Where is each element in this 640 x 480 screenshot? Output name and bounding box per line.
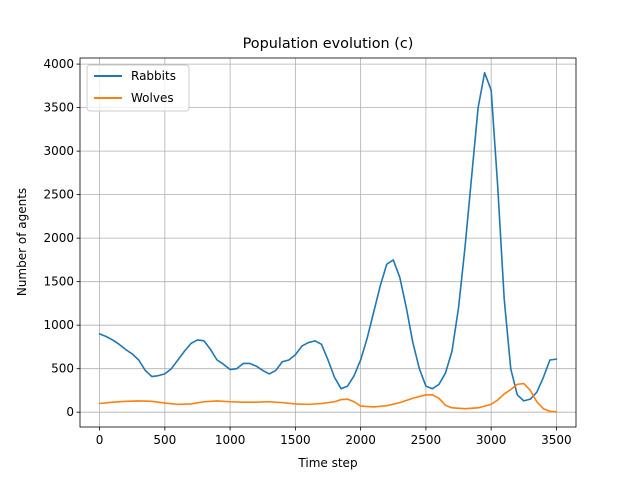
x-tick-label: 3000	[476, 433, 507, 447]
x-axis-ticks: 0 500 1000 1500 2000 2500 3000 3500	[96, 427, 572, 447]
legend-label-wolves: Wolves	[131, 91, 174, 105]
y-axis-label: Number of agents	[15, 188, 29, 296]
y-tick-label: 4000	[43, 57, 74, 71]
y-tick-label: 0	[66, 405, 74, 419]
plot-frame	[79, 57, 577, 428]
y-tick-label: 1500	[43, 275, 74, 289]
x-tick-label: 500	[153, 433, 176, 447]
x-tick-label: 0	[96, 433, 104, 447]
legend-label-rabbits: Rabbits	[131, 69, 176, 83]
x-tick-label: 3500	[541, 433, 572, 447]
y-axis-ticks: 0 500 1000 1500 2000 2500 3000 3500 4000	[43, 57, 80, 419]
series-lines	[98, 71, 558, 413]
x-tick-label: 1500	[280, 433, 311, 447]
x-tick-label: 1000	[215, 433, 246, 447]
y-tick-label: 1000	[43, 318, 74, 332]
series-line-rabbits	[98, 71, 558, 402]
grid	[80, 58, 576, 427]
y-tick-label: 2000	[43, 231, 74, 245]
x-tick-label: 2000	[345, 433, 376, 447]
x-axis-label: Time step	[297, 456, 357, 470]
series-line-wolves	[98, 382, 558, 413]
y-tick-label: 3000	[43, 144, 74, 158]
x-tick-label: 2500	[411, 433, 442, 447]
legend: Rabbits Wolves	[86, 64, 190, 112]
y-tick-label: 500	[51, 362, 74, 376]
y-tick-label: 2500	[43, 188, 74, 202]
y-tick-label: 3500	[43, 101, 74, 115]
chart-title: Population evolution (c)	[243, 36, 414, 52]
